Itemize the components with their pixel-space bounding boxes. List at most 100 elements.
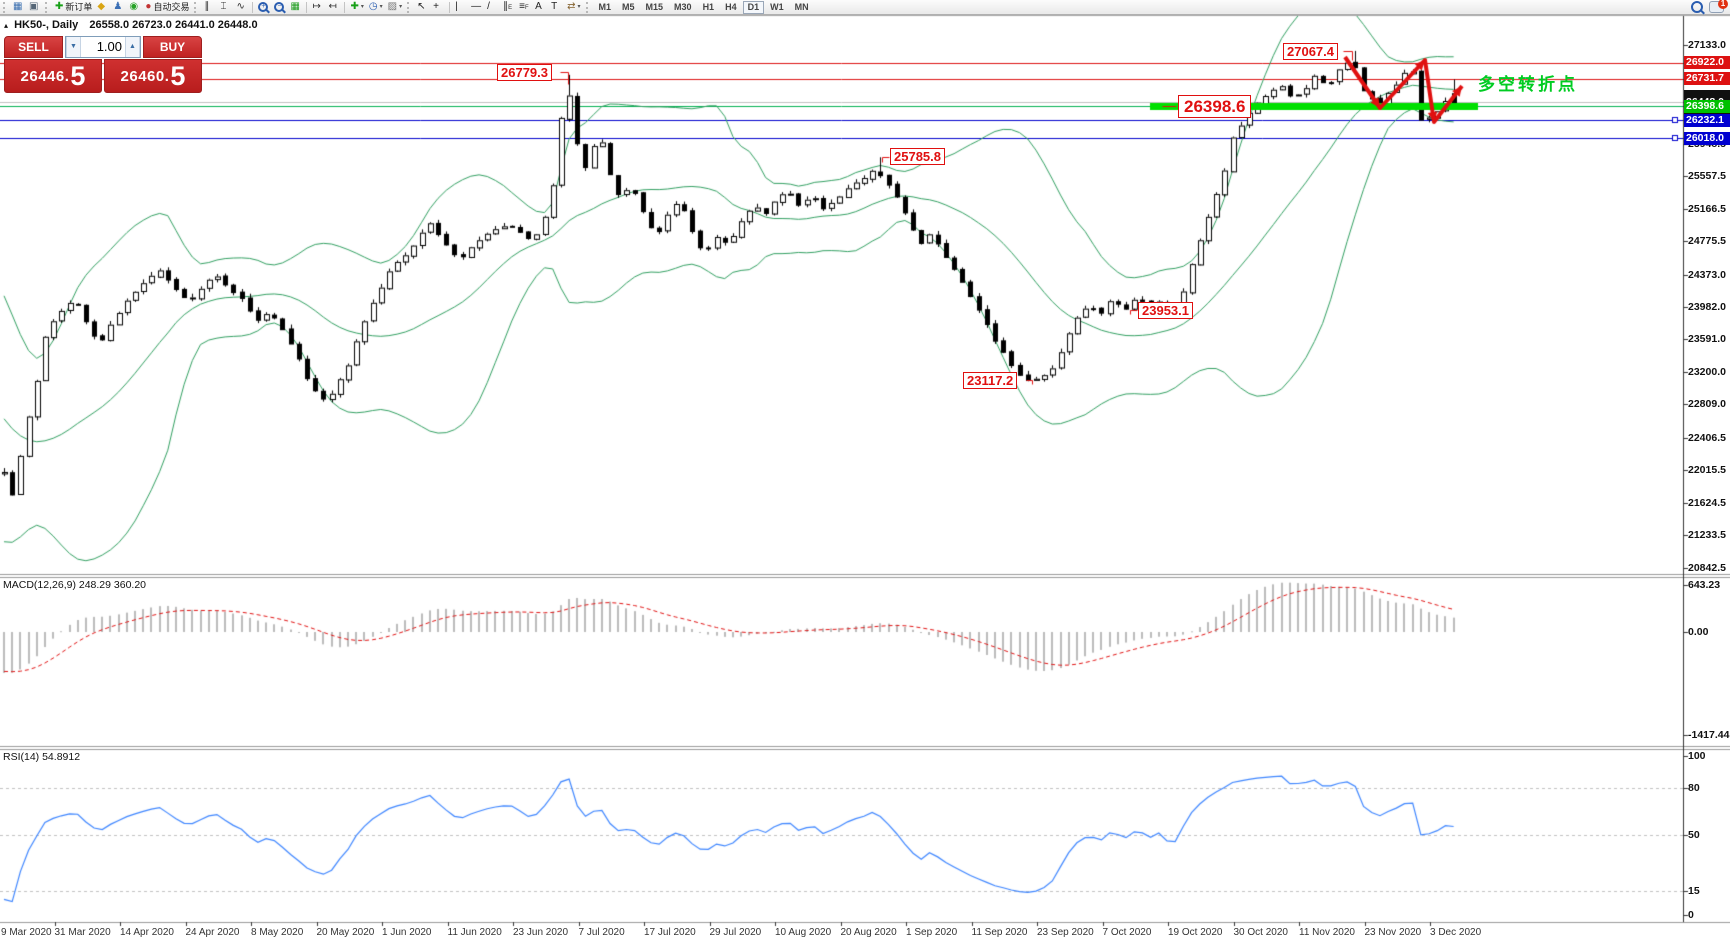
one-click-trading-panel: SELL ▼ 1.00 ▲ BUY 26446. 5 26460. 5 <box>4 36 202 93</box>
time-axis-label: 20 May 2020 <box>316 927 375 938</box>
buy-button[interactable]: BUY <box>143 36 202 58</box>
toolbar-separator <box>252 1 254 13</box>
time-axis-label: 30 Oct 2020 <box>1233 927 1288 938</box>
navigator-icon[interactable]: ♟ <box>111 1 126 14</box>
timeframe-d1-button[interactable]: D1 <box>742 0 765 14</box>
alerts-icon[interactable]: ◉ <box>127 1 142 14</box>
toolbar-grip <box>45 1 50 13</box>
price-callout-label[interactable]: 26398.6 <box>1178 95 1252 118</box>
auto-scroll-icon[interactable]: ↦ <box>310 1 325 14</box>
toolbar-separator <box>306 1 308 13</box>
new-order-button[interactable]: ✚ 新订单 <box>55 1 93 12</box>
buy-price[interactable]: 26460. 5 <box>104 59 202 93</box>
price-axis-tick: 25557.5 <box>1688 170 1726 183</box>
price-axis-tick: 21624.5 <box>1688 496 1726 509</box>
macd-indicator-label: MACD(12,26,9) 248.29 360.20 <box>3 579 147 591</box>
sell-price[interactable]: 26446. 5 <box>4 59 102 93</box>
time-axis-label: 23 Sep 2020 <box>1037 927 1094 938</box>
autotrading-button[interactable]: ● 自动交易 <box>145 1 190 12</box>
toolbar-grip <box>3 1 8 13</box>
price-axis-box: 26018.0 <box>1684 131 1730 145</box>
timeframe-m30-button[interactable]: M30 <box>669 1 697 14</box>
timeframe-m5-button[interactable]: M5 <box>617 1 640 14</box>
timeframe-w1-button[interactable]: W1 <box>765 1 789 14</box>
price-axis-box: 26232.1 <box>1684 113 1730 127</box>
price-axis-tick: 22015.5 <box>1688 464 1726 477</box>
zoom-in-icon[interactable]: + <box>256 1 271 14</box>
text-icon[interactable]: A <box>533 1 548 14</box>
rsi-indicator-label: RSI(14) 54.8912 <box>3 751 81 763</box>
rsi-axis-tick: 100 <box>1688 749 1706 762</box>
timeframe-m1-button[interactable]: M1 <box>594 1 617 14</box>
price-axis-tick: 21233.5 <box>1688 529 1726 542</box>
indicators-icon[interactable]: ✚ ▾ <box>350 1 364 12</box>
time-axis-label: 29 Jul 2020 <box>709 927 762 938</box>
vertical-line-icon[interactable]: | <box>453 1 468 14</box>
arrows-tool-icon[interactable]: ⇄ ▾ <box>567 1 581 12</box>
price-axis-tick: 24373.0 <box>1688 268 1726 281</box>
periods-icon[interactable]: ◷ ▾ <box>368 1 383 12</box>
time-axis-label: 20 Aug 2020 <box>840 927 897 938</box>
trendline-icon[interactable]: / <box>485 1 500 14</box>
price-callout-label[interactable]: 25785.8 <box>890 148 945 165</box>
time-axis-label: 23 Jun 2020 <box>513 927 569 938</box>
price-axis-tick: 22406.5 <box>1688 431 1726 444</box>
search-icon[interactable] <box>1691 1 1703 13</box>
timeframe-h4-button[interactable]: H4 <box>720 1 742 14</box>
time-axis-label: 3 Dec 2020 <box>1430 927 1482 938</box>
text-label-icon[interactable]: T <box>549 1 564 14</box>
time-axis-label: 19 Oct 2020 <box>1168 927 1223 938</box>
price-axis-box: 26922.0 <box>1684 56 1730 70</box>
time-axis-label: 8 May 2020 <box>251 927 304 938</box>
notification-badge: 1 <box>1718 0 1728 9</box>
timeframe-mn-button[interactable]: MN <box>790 1 814 14</box>
equidistant-channel-icon[interactable]: ∥ E <box>501 1 516 14</box>
volume-increase-button[interactable]: ▲ <box>125 37 140 57</box>
zoom-out-icon[interactable]: − <box>272 1 287 14</box>
price-axis-tick: 20842.5 <box>1688 561 1726 574</box>
price-axis-tick: 22809.0 <box>1688 398 1726 411</box>
ohlc-values: 26558.0 26723.0 26441.0 26448.0 <box>89 19 258 31</box>
timeframe-m15-button[interactable]: M15 <box>641 1 669 14</box>
templates-icon[interactable]: ▨ ▾ <box>387 1 403 12</box>
sell-button[interactable]: SELL <box>4 36 63 58</box>
chart-shift-icon[interactable]: ↤ <box>326 1 341 14</box>
line-chart-icon[interactable]: ∿ <box>234 1 249 14</box>
chart-preview-icon[interactable]: ▣ <box>27 1 42 14</box>
rsi-axis-tick: 0 <box>1688 909 1694 921</box>
price-axis-tick: 25166.5 <box>1688 202 1726 215</box>
metaeditor-icon[interactable]: ◆ <box>95 1 110 14</box>
volume-decrease-button[interactable]: ▼ <box>66 37 81 57</box>
time-axis-label: 24 Apr 2020 <box>185 927 240 938</box>
price-callout-label[interactable]: 23953.1 <box>1138 302 1193 319</box>
rsi-axis-tick: 15 <box>1688 885 1700 898</box>
time-axis-label: 9 Mar 2020 <box>1 927 52 938</box>
price-axis-tick: 23591.0 <box>1688 333 1726 346</box>
new-chart-icon[interactable]: ▦ <box>11 1 26 14</box>
price-axis-tick: 24775.5 <box>1688 235 1726 248</box>
time-axis-label: 31 Mar 2020 <box>54 927 111 938</box>
chart-title: ▴ HK50-, Daily 26558.0 26723.0 26441.0 2… <box>4 19 258 31</box>
crosshair-icon[interactable]: + <box>431 1 446 14</box>
timeframe-h1-button[interactable]: H1 <box>698 1 720 14</box>
horizontal-line-icon[interactable]: — <box>469 1 484 14</box>
notifications-icon[interactable]: 1 <box>1709 0 1728 13</box>
time-axis-label: 11 Sep 2020 <box>971 927 1028 938</box>
price-callout-label[interactable]: 26779.3 <box>497 64 552 81</box>
symbol-period-label: HK50-, Daily <box>14 19 79 31</box>
bar-chart-icon[interactable]: ∥ <box>202 1 217 14</box>
cursor-icon[interactable]: ↖ <box>415 1 430 14</box>
price-callout-label[interactable]: 27067.4 <box>1283 43 1338 60</box>
toolbar-grip <box>194 1 199 13</box>
fibonacci-icon[interactable]: ≡ F <box>517 1 532 14</box>
price-callout-label[interactable]: 23117.2 <box>963 372 1018 389</box>
time-axis-label: 11 Jun 2020 <box>447 927 502 938</box>
time-axis-label: 1 Jun 2020 <box>382 927 432 938</box>
volume-stepper: ▼ 1.00 ▲ <box>65 36 141 58</box>
toolbar-separator <box>449 1 451 13</box>
volume-input[interactable]: 1.00 <box>96 39 122 54</box>
candlestick-icon[interactable]: ⌶ <box>218 1 233 14</box>
chart-expander-icon[interactable]: ▴ <box>4 21 9 30</box>
tile-windows-icon[interactable]: ▦ <box>288 1 303 14</box>
